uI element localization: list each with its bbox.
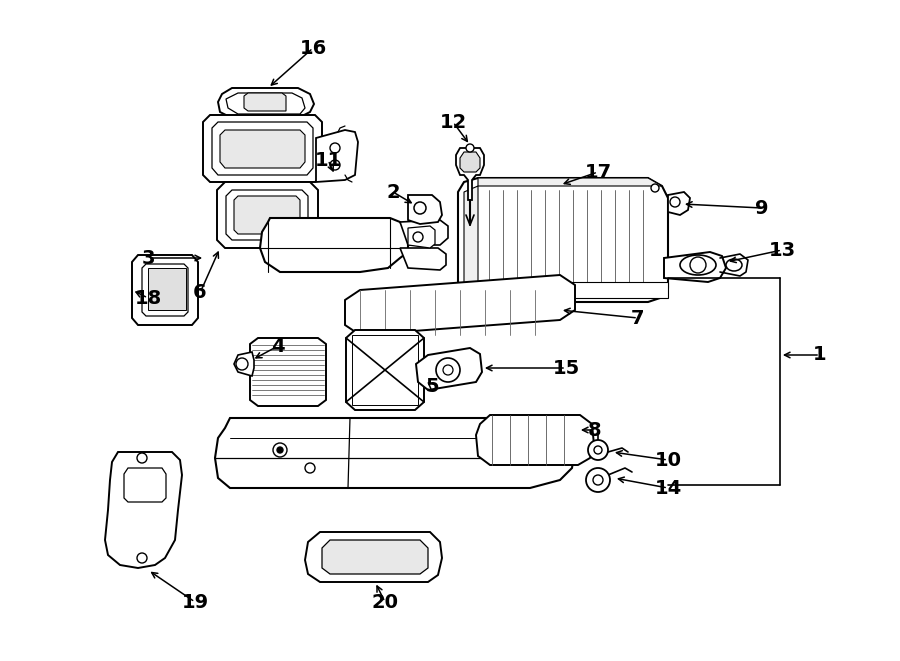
Polygon shape	[260, 218, 408, 272]
Polygon shape	[460, 152, 480, 172]
Polygon shape	[142, 264, 188, 316]
Polygon shape	[322, 540, 428, 574]
Ellipse shape	[690, 257, 706, 273]
Text: 13: 13	[769, 241, 796, 260]
Text: 16: 16	[300, 38, 327, 58]
Polygon shape	[408, 226, 435, 248]
Polygon shape	[478, 178, 662, 186]
Text: 10: 10	[654, 451, 681, 469]
Ellipse shape	[466, 144, 474, 152]
Ellipse shape	[726, 259, 742, 271]
Text: 11: 11	[314, 151, 342, 169]
Ellipse shape	[651, 184, 659, 192]
Polygon shape	[217, 182, 318, 248]
Ellipse shape	[137, 453, 147, 463]
Polygon shape	[105, 452, 182, 568]
Bar	[148, 268, 186, 310]
Polygon shape	[234, 196, 300, 234]
Polygon shape	[124, 468, 166, 502]
Polygon shape	[244, 93, 286, 111]
Ellipse shape	[273, 443, 287, 457]
Ellipse shape	[236, 358, 248, 370]
Ellipse shape	[436, 358, 460, 382]
Ellipse shape	[586, 468, 610, 492]
Bar	[352, 335, 418, 405]
Text: 19: 19	[182, 592, 209, 611]
Text: 5: 5	[425, 377, 439, 395]
Polygon shape	[464, 186, 478, 302]
Polygon shape	[234, 352, 254, 376]
Polygon shape	[220, 130, 305, 168]
Polygon shape	[476, 415, 594, 465]
Ellipse shape	[588, 440, 608, 460]
Ellipse shape	[443, 365, 453, 375]
Polygon shape	[408, 195, 442, 224]
Polygon shape	[203, 115, 322, 182]
Ellipse shape	[137, 553, 147, 563]
Ellipse shape	[680, 255, 716, 275]
Polygon shape	[456, 148, 484, 200]
Polygon shape	[215, 418, 575, 488]
Text: 8: 8	[589, 420, 602, 440]
Polygon shape	[400, 248, 446, 270]
Polygon shape	[132, 255, 198, 325]
Polygon shape	[212, 122, 313, 175]
Polygon shape	[668, 192, 690, 215]
Ellipse shape	[414, 202, 426, 214]
Text: 20: 20	[372, 592, 399, 611]
Polygon shape	[458, 178, 668, 302]
Text: 12: 12	[439, 112, 466, 132]
Text: 7: 7	[631, 309, 644, 327]
Text: 15: 15	[553, 358, 580, 377]
Text: 9: 9	[755, 198, 769, 217]
Text: 18: 18	[134, 288, 162, 307]
Ellipse shape	[330, 160, 340, 170]
Polygon shape	[226, 190, 308, 240]
Ellipse shape	[330, 143, 340, 153]
Polygon shape	[416, 348, 482, 390]
Polygon shape	[226, 93, 305, 114]
Polygon shape	[400, 220, 448, 245]
Ellipse shape	[670, 197, 680, 207]
Text: 4: 4	[271, 336, 284, 356]
Text: 6: 6	[194, 284, 207, 303]
Polygon shape	[250, 338, 326, 406]
Text: 14: 14	[654, 479, 681, 498]
Text: 1: 1	[814, 346, 827, 364]
Polygon shape	[316, 130, 358, 182]
Polygon shape	[458, 282, 668, 298]
Ellipse shape	[277, 447, 283, 453]
Polygon shape	[218, 88, 314, 118]
Ellipse shape	[594, 446, 602, 454]
Ellipse shape	[413, 232, 423, 242]
Polygon shape	[345, 275, 575, 335]
Ellipse shape	[593, 475, 603, 485]
Text: 17: 17	[584, 163, 612, 182]
Polygon shape	[305, 532, 442, 582]
Polygon shape	[346, 330, 424, 410]
Polygon shape	[664, 252, 726, 282]
Text: 2: 2	[386, 182, 400, 202]
Ellipse shape	[305, 463, 315, 473]
Text: 3: 3	[141, 249, 155, 268]
